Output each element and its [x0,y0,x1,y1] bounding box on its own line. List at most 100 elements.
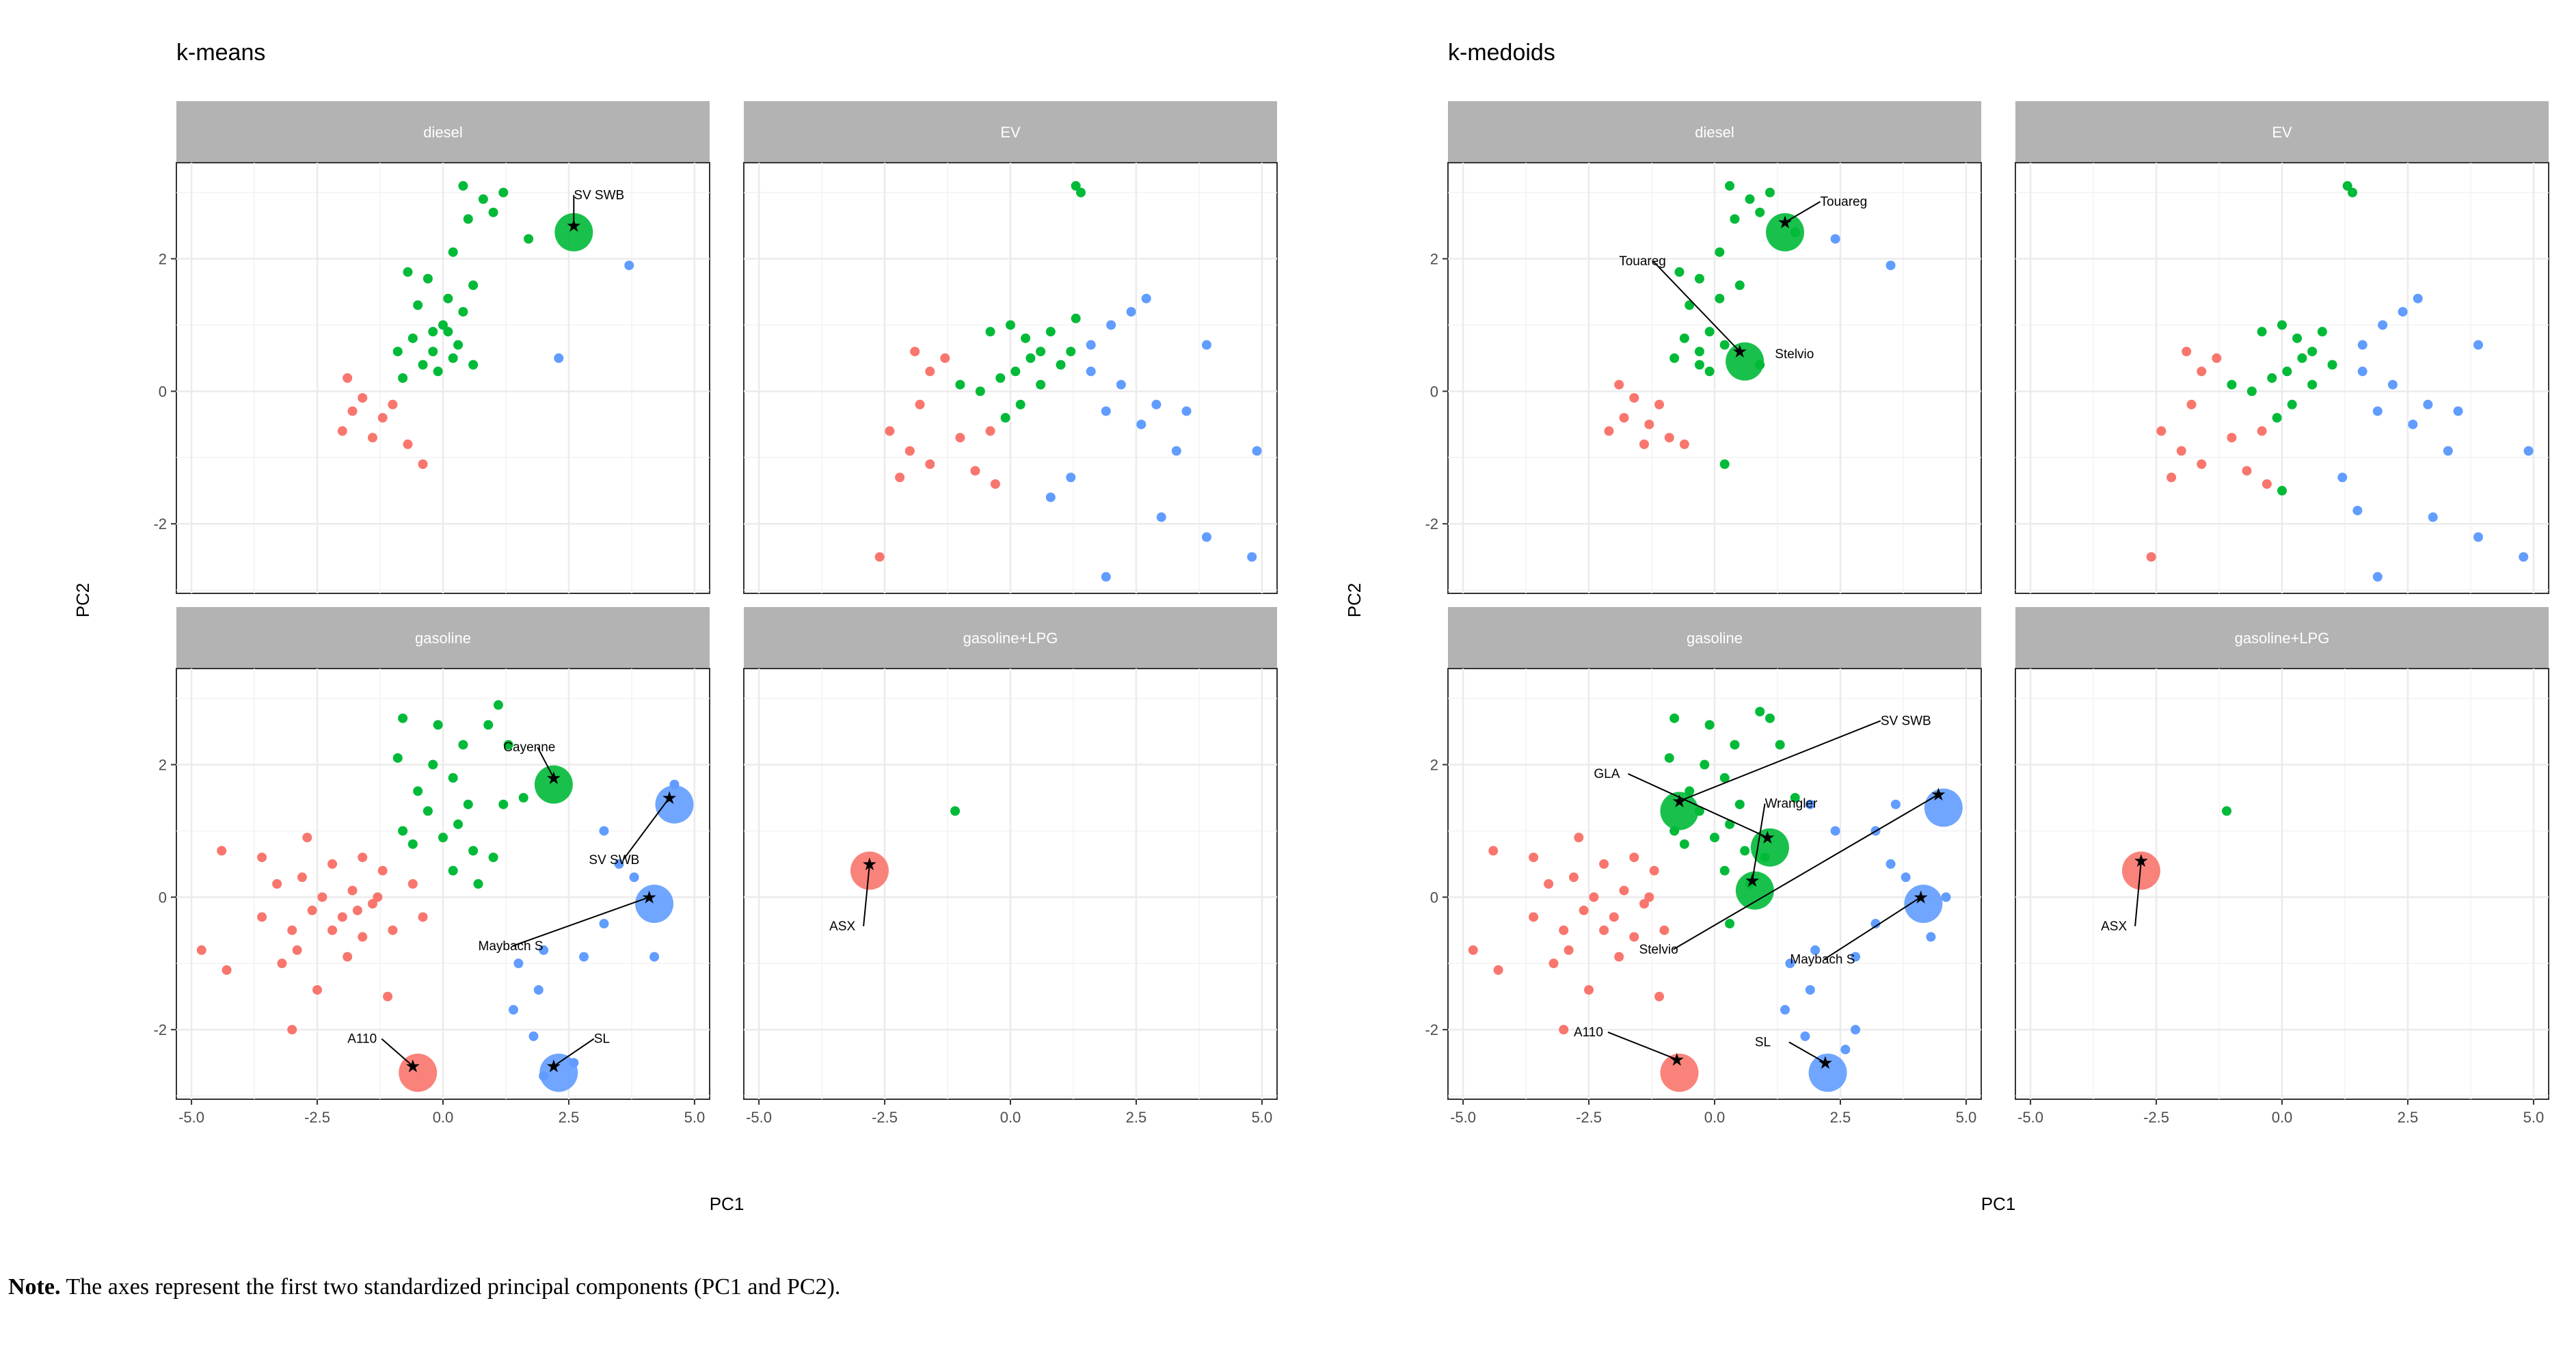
data-point [458,740,468,750]
data-point [2212,353,2222,363]
y-tick-label: 0 [1430,383,1438,400]
data-point [885,426,895,436]
data-point [2378,320,2388,330]
center-star-marker: ★ [2133,851,2149,872]
data-point [1151,399,1162,409]
x-tick-label: -2.5 [872,1109,898,1126]
point-label: SV SWB [574,188,624,202]
data-point [2227,379,2237,390]
data-point [1579,905,1589,915]
label-leader-line [622,797,670,861]
data-point [272,879,282,889]
data-point [2182,347,2192,357]
data-point [1544,879,1554,889]
label-leader-line [863,863,870,926]
data-point [2519,552,2529,562]
data-point [1704,720,1715,730]
data-point [2246,386,2257,396]
data-point [317,892,327,902]
data-point [1715,247,1725,257]
data-point [1785,958,1795,969]
data-point [2428,512,2438,522]
center-star-marker: ★ [1672,792,1687,812]
data-point [1493,965,1503,975]
x-tick-label: -2.5 [304,1109,330,1126]
label-leader-line [1652,260,1741,352]
data-point [1006,320,1015,330]
data-point [1649,865,1659,876]
data-point [1171,446,1181,456]
data-point [2186,399,2197,409]
data-point [2352,505,2363,515]
data-point [2413,293,2423,304]
facet-strip-label: gasoline+LPG [2235,630,2330,647]
cluster-center [1660,1053,1699,1092]
data-point [2398,307,2408,317]
data-point [1805,985,1815,995]
data-point [1674,267,1685,277]
y-tick-label: -2 [1425,1021,1438,1038]
facet-strip [1448,607,1981,669]
center-star-marker: ★ [1913,887,1929,908]
data-point [1116,379,1126,390]
data-point [1156,512,1166,522]
data-point [990,479,1000,489]
data-point [1704,366,1715,377]
data-point [1559,925,1569,935]
y-tick-label: 0 [159,889,167,906]
facet-strip [744,101,1277,163]
center-star-marker: ★ [546,1057,561,1077]
data-point [1941,892,1951,902]
data-point [488,207,498,217]
y-tick-label: -2 [153,1021,167,1038]
data-point [1045,327,1056,337]
data-point [910,347,920,357]
data-point [1529,852,1539,863]
data-point [1654,399,1665,409]
data-point [1101,406,1111,416]
data-point [915,399,925,409]
data-point [1247,552,1257,562]
cluster-center [1766,213,1805,252]
data-point [1045,492,1056,502]
data-point [1790,793,1800,803]
data-point [2277,485,2287,496]
label-leader-line [1607,1031,1678,1060]
facet-strip-label: EV [2272,124,2292,141]
point-label: Maybach S [479,939,544,954]
data-point [1926,932,1936,942]
data-point [1679,439,1689,449]
x-tick-label: 2.5 [1126,1109,1147,1126]
data-point [1181,406,1192,416]
data-point [2227,433,2237,443]
data-point [422,273,433,284]
center-star-marker: ★ [546,768,561,789]
data-point [1036,379,1046,390]
center-star-marker: ★ [1931,785,1946,805]
data-point [1830,826,1840,836]
data-point [2176,446,2186,456]
data-point [975,386,985,396]
data-point [940,353,950,363]
data-point [1564,945,1574,955]
data-point [413,300,423,310]
data-point [624,260,634,271]
data-point [1710,833,1719,843]
data-point [2287,399,2297,409]
x-tick-label: 0.0 [1000,1109,1021,1126]
data-point [1614,952,1624,962]
data-point [1715,293,1725,304]
data-point [1071,313,1081,323]
data-point [2267,373,2277,383]
data-point [257,912,267,922]
data-point [1800,1031,1810,1041]
point-label: SV SWB [1881,714,1931,728]
data-point [428,759,438,770]
data-point [599,919,609,929]
x-tick-label: -5.0 [746,1109,772,1126]
label-leader-line [512,896,650,947]
data-point [222,965,232,975]
data-point [352,905,362,915]
x-tick-label: -5.0 [178,1109,204,1126]
data-point [498,799,509,809]
